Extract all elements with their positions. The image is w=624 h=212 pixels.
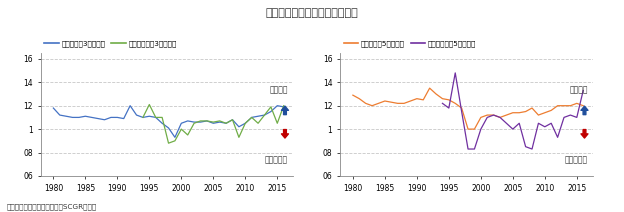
Text: 図表⑫　財政の持続可能性指標: 図表⑫ 財政の持続可能性指標 — [266, 8, 358, 18]
Text: 持続可能: 持続可能 — [270, 85, 288, 94]
Text: 持続不可能: 持続不可能 — [565, 155, 588, 165]
Text: （出所：財務省、内閣府よりSCGR作成）: （出所：財務省、内閣府よりSCGR作成） — [6, 203, 97, 210]
Legend: 完全予見（5年度先）, 適応的期待（5年度先）: 完全予見（5年度先）, 適応的期待（5年度先） — [344, 40, 477, 47]
Legend: 完全予見（3年度先）, 適応的期待（3年度先）: 完全予見（3年度先）, 適応的期待（3年度先） — [44, 40, 177, 47]
Text: 持続不可能: 持続不可能 — [265, 155, 288, 165]
Text: 持続可能: 持続可能 — [569, 85, 588, 94]
